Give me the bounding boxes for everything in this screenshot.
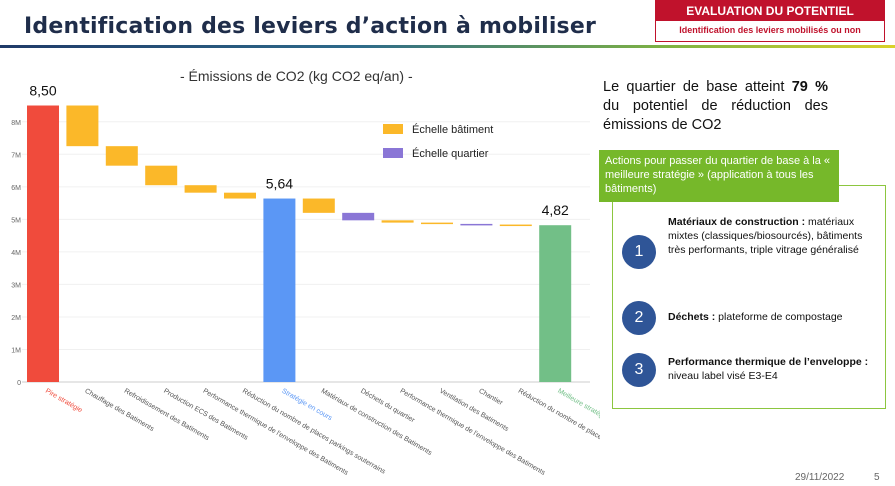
lever-detail: matériaux mixtes (classiques/biosourcés)… <box>668 216 863 256</box>
lever-3: 3 Performance thermique de l’enveloppe :… <box>620 352 882 392</box>
bar-delta <box>421 222 453 225</box>
y-tick-label: 7M <box>11 152 21 159</box>
x-tick-label: Réduction du nombre de places parkings <box>517 388 600 458</box>
x-tick-label: Pire stratégie <box>44 388 83 415</box>
title-divider <box>0 45 895 48</box>
lever-title: Déchets : <box>668 311 716 323</box>
y-tick-label: 5M <box>11 217 21 224</box>
lever-2: 2 Déchets : plateforme de compostage <box>620 300 882 340</box>
bar-total <box>263 198 296 382</box>
bar-delta <box>224 192 256 199</box>
y-tick-label: 8M <box>11 120 21 127</box>
chart-title: - Émissions de CO2 (kg CO2 eq/an) - <box>180 68 413 84</box>
lever-number-badge: 2 <box>622 301 656 335</box>
bar-delta <box>302 198 335 213</box>
x-tick-label: Chantier <box>477 388 504 408</box>
bar-delta <box>66 105 99 147</box>
actions-box <box>612 185 886 409</box>
lever-number-badge: 3 <box>622 353 656 387</box>
y-tick-label: 6M <box>11 185 21 192</box>
lever-description: Matériaux de construction : matériaux mi… <box>668 215 873 257</box>
bar-total <box>27 105 59 382</box>
bar-delta <box>105 146 138 166</box>
bar-data-label: 5,64 <box>266 176 293 192</box>
lever-detail: plateforme de compostage <box>715 311 843 323</box>
lever-detail: niveau label visé E3-E4 <box>668 370 778 382</box>
summary-text: Le quartier de base atteint 79 % du pote… <box>603 78 828 135</box>
y-tick-label: 4M <box>11 250 21 257</box>
badge-subtitle: Identification des leviers mobilisés ou … <box>679 25 861 35</box>
bar-data-label: 8,50 <box>29 83 56 99</box>
y-tick-label: 2M <box>11 315 21 322</box>
bar-delta <box>460 223 493 226</box>
bar-delta <box>381 220 414 223</box>
summary-suffix: du potentiel de réduction des émissions … <box>603 98 828 133</box>
badge-title: EVALUATION DU POTENTIEL <box>656 1 884 21</box>
bar-delta <box>342 212 375 221</box>
summary-prefix: Le quartier de base atteint <box>603 79 792 95</box>
lever-description: Déchets : plateforme de compostage <box>668 310 873 324</box>
footer-date: 29/11/2022 <box>795 472 845 483</box>
legend-label: Échelle bâtiment <box>412 123 493 136</box>
legend-swatch <box>383 148 403 158</box>
bar-delta <box>145 165 178 186</box>
bar-delta <box>499 224 532 227</box>
x-tick-label: Ventilation des Batiments <box>438 388 510 434</box>
page-number: 5 <box>874 472 880 483</box>
legend-label: Échelle quartier <box>412 147 489 160</box>
lever-number-badge: 1 <box>622 235 656 269</box>
y-tick-label: 1M <box>11 347 21 354</box>
bar-delta <box>184 185 217 193</box>
lever-1: 1 Matériaux de construction : matériaux … <box>620 212 882 292</box>
x-tick-label: Performance thermique de l'enveloppe des… <box>202 388 350 477</box>
lever-description: Performance thermique de l’enveloppe : n… <box>668 355 873 383</box>
actions-header: Actions pour passer du quartier de base … <box>599 150 839 202</box>
summary-percent: 79 % <box>791 79 828 95</box>
x-tick-label: Réduction du nombre de places parkings s… <box>241 388 387 476</box>
slide-title: Identification des leviers d’action à mo… <box>24 14 597 39</box>
evaluation-badge: EVALUATION DU POTENTIEL Identification d… <box>655 0 885 42</box>
lever-title: Performance thermique de l’enveloppe : <box>668 356 869 368</box>
legend-swatch <box>383 124 403 134</box>
bar-data-label: 4,82 <box>542 202 569 218</box>
x-tick-label: Performance thermique de l'enveloppe des… <box>399 388 547 477</box>
waterfall-chart: 0 1M 2M 3M 4M 5M 6M 7M 8M 8,50 Pire stratégie Chauf… <box>11 83 600 478</box>
lever-title: Matériaux de construction : <box>668 216 806 228</box>
bar-total <box>539 225 572 382</box>
y-tick-label: 3M <box>11 282 21 289</box>
y-tick-label: 0 <box>17 380 21 387</box>
x-tick-label: Chauffage des Batiments <box>83 388 155 434</box>
